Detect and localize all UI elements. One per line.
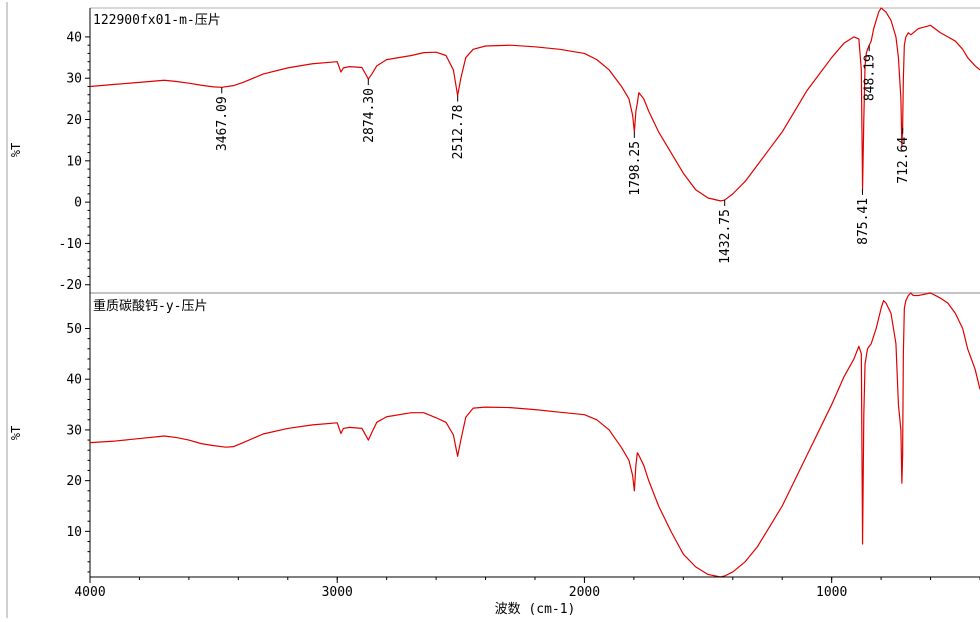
pane-2-group: 50 40 30 20 10 [66,292,980,578]
x-axis-label: 波数 (cm-1) [495,602,576,617]
pane-1-title: 122900fx01-m-压片 [93,13,221,28]
x-tick-label: 2000 [569,585,600,600]
x-tick-label: 3000 [322,585,353,600]
pane-2-spectrum-line [89,292,980,578]
x-axis-group: 4000 3000 2000 1000 [74,576,980,600]
pane-2-y-tick-label: 30 [66,423,82,438]
x-tick-label: 4000 [74,585,105,600]
peak-label: 2512.78 [451,105,466,160]
peak-label: 875.41 [856,198,871,245]
peak-label: 1432.75 [718,209,733,264]
pane-1-y-tick-label: 40 [66,30,82,45]
pane-1-y-tick-label: -10 [59,237,82,252]
pane-1-group: 40 30 20 10 0 -10 -20 3467.09 2874.30 2512.78 1798… [59,7,980,293]
pane-1-spectrum-line [89,7,980,202]
pane-2-y-tick-label: 20 [66,474,82,489]
pane-1-y-tick-label: 30 [66,72,82,87]
peak-label: 848.19 [863,54,878,101]
pane-2-title: 重质碳酸钙-y-压片 [93,298,207,314]
pane-1-y-tick-label: 20 [66,113,82,128]
pane-1-y-label: %T [9,143,23,157]
peak-label: 3467.09 [215,96,230,151]
x-tick-label: 1000 [816,585,847,600]
pane-1-y-tick-label: 10 [66,154,82,169]
peak-label: 2874.30 [362,88,377,143]
peak-label: 712.64 [896,137,911,184]
pane-2-y-tick-label: 40 [66,373,82,388]
pane-1-y-tick-label: 0 [74,196,82,211]
peak-label: 1798.25 [628,141,643,196]
pane-2-y-tick-label: 50 [66,322,82,337]
pane-2-y-tick-label: 10 [66,525,82,540]
pane-2-y-label: %T [9,426,23,440]
pane-1-y-tick-label: -20 [59,278,82,293]
